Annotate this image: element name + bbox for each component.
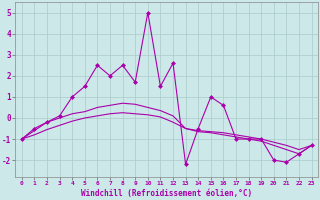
X-axis label: Windchill (Refroidissement éolien,°C): Windchill (Refroidissement éolien,°C) — [81, 189, 252, 198]
